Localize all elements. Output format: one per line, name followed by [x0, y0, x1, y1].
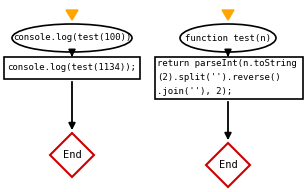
Polygon shape — [50, 133, 94, 177]
Text: (2).split('').reverse(): (2).split('').reverse() — [157, 74, 281, 83]
Text: End: End — [63, 150, 81, 160]
Ellipse shape — [180, 24, 276, 52]
Text: function test(n): function test(n) — [185, 33, 271, 42]
Polygon shape — [222, 10, 234, 20]
Text: return parseInt(n.toString: return parseInt(n.toString — [157, 60, 297, 69]
Polygon shape — [206, 143, 250, 187]
Polygon shape — [66, 10, 78, 20]
Bar — [155, 57, 303, 99]
Text: End: End — [219, 160, 237, 170]
Text: .join(''), 2);: .join(''), 2); — [157, 88, 232, 97]
Text: console.log(test(100)): console.log(test(100)) — [13, 33, 131, 42]
Bar — [4, 57, 140, 79]
Text: console.log(test(1134));: console.log(test(1134)); — [8, 64, 136, 73]
Ellipse shape — [12, 24, 132, 52]
